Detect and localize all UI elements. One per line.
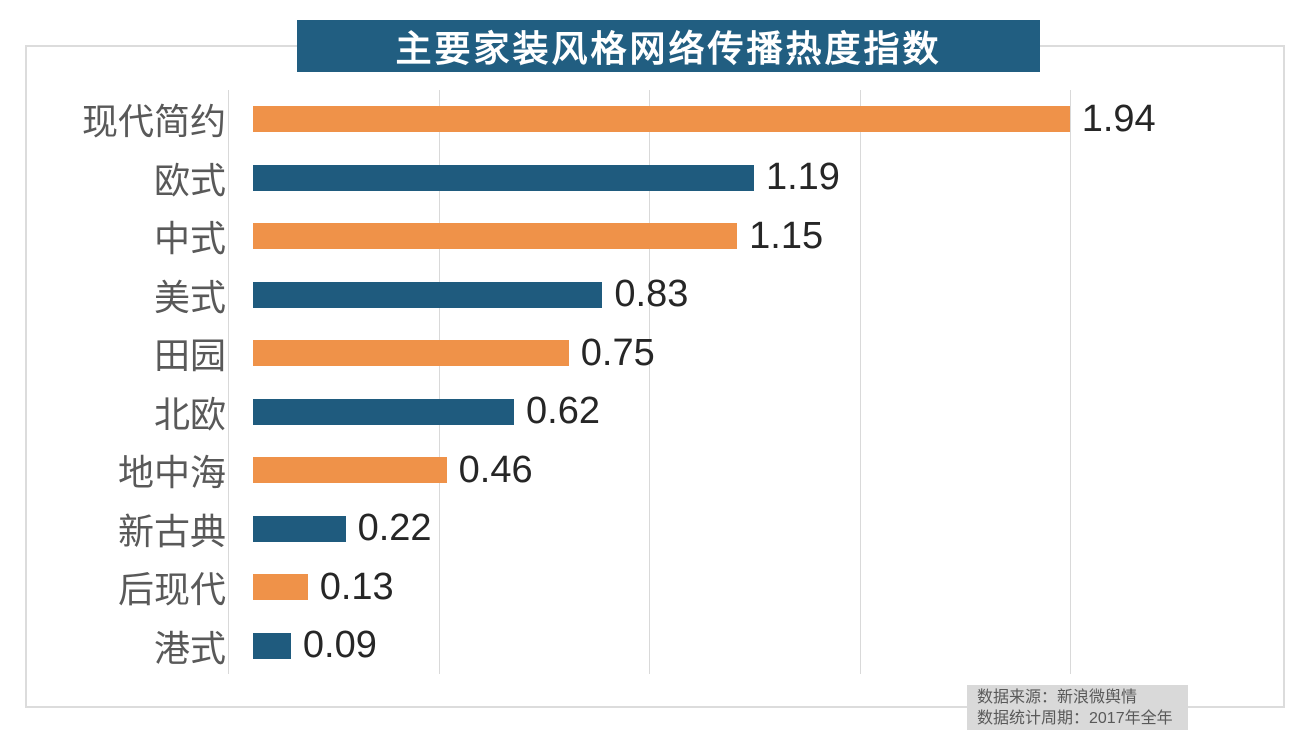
data-source-line: 数据来源：新浪微舆情 xyxy=(977,689,1138,706)
value-label: 1.15 xyxy=(749,214,824,257)
category-label: 港式 xyxy=(153,627,226,669)
chart-title: 主要家装风格网络传播热度指数 xyxy=(395,28,942,69)
category-label: 北欧 xyxy=(153,393,226,435)
bar-track: 0.13 xyxy=(253,558,1095,617)
value-label: 1.94 xyxy=(1081,97,1156,140)
category-label: 现代简约 xyxy=(81,101,226,143)
bar xyxy=(253,398,515,425)
bar-track: 0.46 xyxy=(253,441,1095,500)
bar-track: 1.94 xyxy=(253,90,1156,149)
bar-track: 0.09 xyxy=(253,617,1095,676)
bar-rows: 现代简约 1.94 欧式 1.19 中式 1.15 美式 0.83 田园 0.7… xyxy=(25,90,1285,675)
bar-row: 现代简约 1.94 xyxy=(25,90,1285,149)
category-label: 欧式 xyxy=(153,159,226,201)
value-label: 1.19 xyxy=(765,156,840,199)
category-label: 中式 xyxy=(153,218,226,260)
bar-row: 欧式 1.19 xyxy=(25,149,1285,208)
gridline xyxy=(649,90,650,674)
gridline xyxy=(1070,90,1071,674)
value-label: 0.75 xyxy=(580,331,655,374)
value-label: 0.13 xyxy=(319,565,394,608)
bar-track: 0.22 xyxy=(253,500,1095,559)
bar-row: 地中海 0.46 xyxy=(25,441,1285,500)
bar-row: 北欧 0.62 xyxy=(25,383,1285,442)
bar xyxy=(253,340,569,367)
bar-row: 美式 0.83 xyxy=(25,266,1285,325)
gridlines xyxy=(228,90,1071,674)
bar xyxy=(253,457,447,484)
bar-track: 1.19 xyxy=(253,149,1095,208)
bar-track: 0.83 xyxy=(253,266,1095,325)
value-label: 0.46 xyxy=(458,448,533,491)
category-label: 新古典 xyxy=(117,510,226,552)
bar xyxy=(253,515,346,542)
category-label: 地中海 xyxy=(117,452,226,494)
value-label: 0.83 xyxy=(614,273,689,316)
value-label: 0.62 xyxy=(526,390,600,433)
bar-row: 后现代 0.13 xyxy=(25,558,1285,617)
bar xyxy=(253,223,738,250)
value-label: 0.22 xyxy=(357,507,432,550)
category-label: 后现代 xyxy=(117,569,226,611)
gridline xyxy=(859,90,861,674)
gridline xyxy=(438,90,440,674)
bar-row: 新古典 0.22 xyxy=(25,500,1285,559)
value-label: 0.09 xyxy=(302,624,377,667)
bar-track: 0.62 xyxy=(253,383,1095,442)
bar-row: 中式 1.15 xyxy=(25,207,1285,266)
data-period-line: 数据统计周期：2017年全年 xyxy=(977,710,1173,727)
bar-track: 1.15 xyxy=(253,207,1095,266)
bar xyxy=(253,164,754,191)
gridline xyxy=(228,90,229,674)
bar-track: 0.75 xyxy=(253,324,1095,383)
chart-title-box: 主要家装风格网络传播热度指数 xyxy=(297,20,1040,72)
bar-row: 港式 0.09 xyxy=(25,617,1285,676)
category-label: 美式 xyxy=(153,276,226,318)
data-source-box: 数据来源：新浪微舆情 数据统计周期：2017年全年 xyxy=(967,685,1188,730)
category-label: 田园 xyxy=(153,335,226,377)
bar xyxy=(253,632,291,659)
bar xyxy=(253,106,1070,133)
bar-row: 田园 0.75 xyxy=(25,324,1285,383)
bar xyxy=(253,574,308,601)
bar xyxy=(253,281,603,308)
